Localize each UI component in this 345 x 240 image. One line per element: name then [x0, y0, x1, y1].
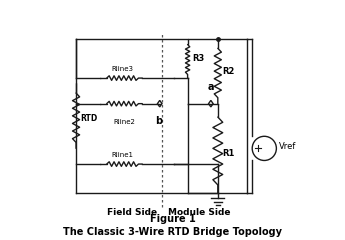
Text: R3: R3	[192, 54, 204, 63]
Text: Module Side: Module Side	[168, 208, 230, 217]
Text: a: a	[208, 82, 214, 92]
Text: b: b	[155, 116, 162, 126]
Text: R1: R1	[222, 149, 234, 157]
Text: Rline2: Rline2	[113, 119, 135, 125]
Text: RTD: RTD	[80, 114, 98, 123]
Text: Figure 1: Figure 1	[150, 214, 195, 224]
Text: The Classic 3-Wire RTD Bridge Topology: The Classic 3-Wire RTD Bridge Topology	[63, 227, 282, 237]
Text: Field Side: Field Side	[107, 208, 157, 217]
Text: Rline3: Rline3	[111, 66, 133, 72]
Text: R2: R2	[222, 67, 234, 76]
Text: Vref: Vref	[279, 142, 296, 150]
Text: Rline1: Rline1	[111, 152, 133, 158]
